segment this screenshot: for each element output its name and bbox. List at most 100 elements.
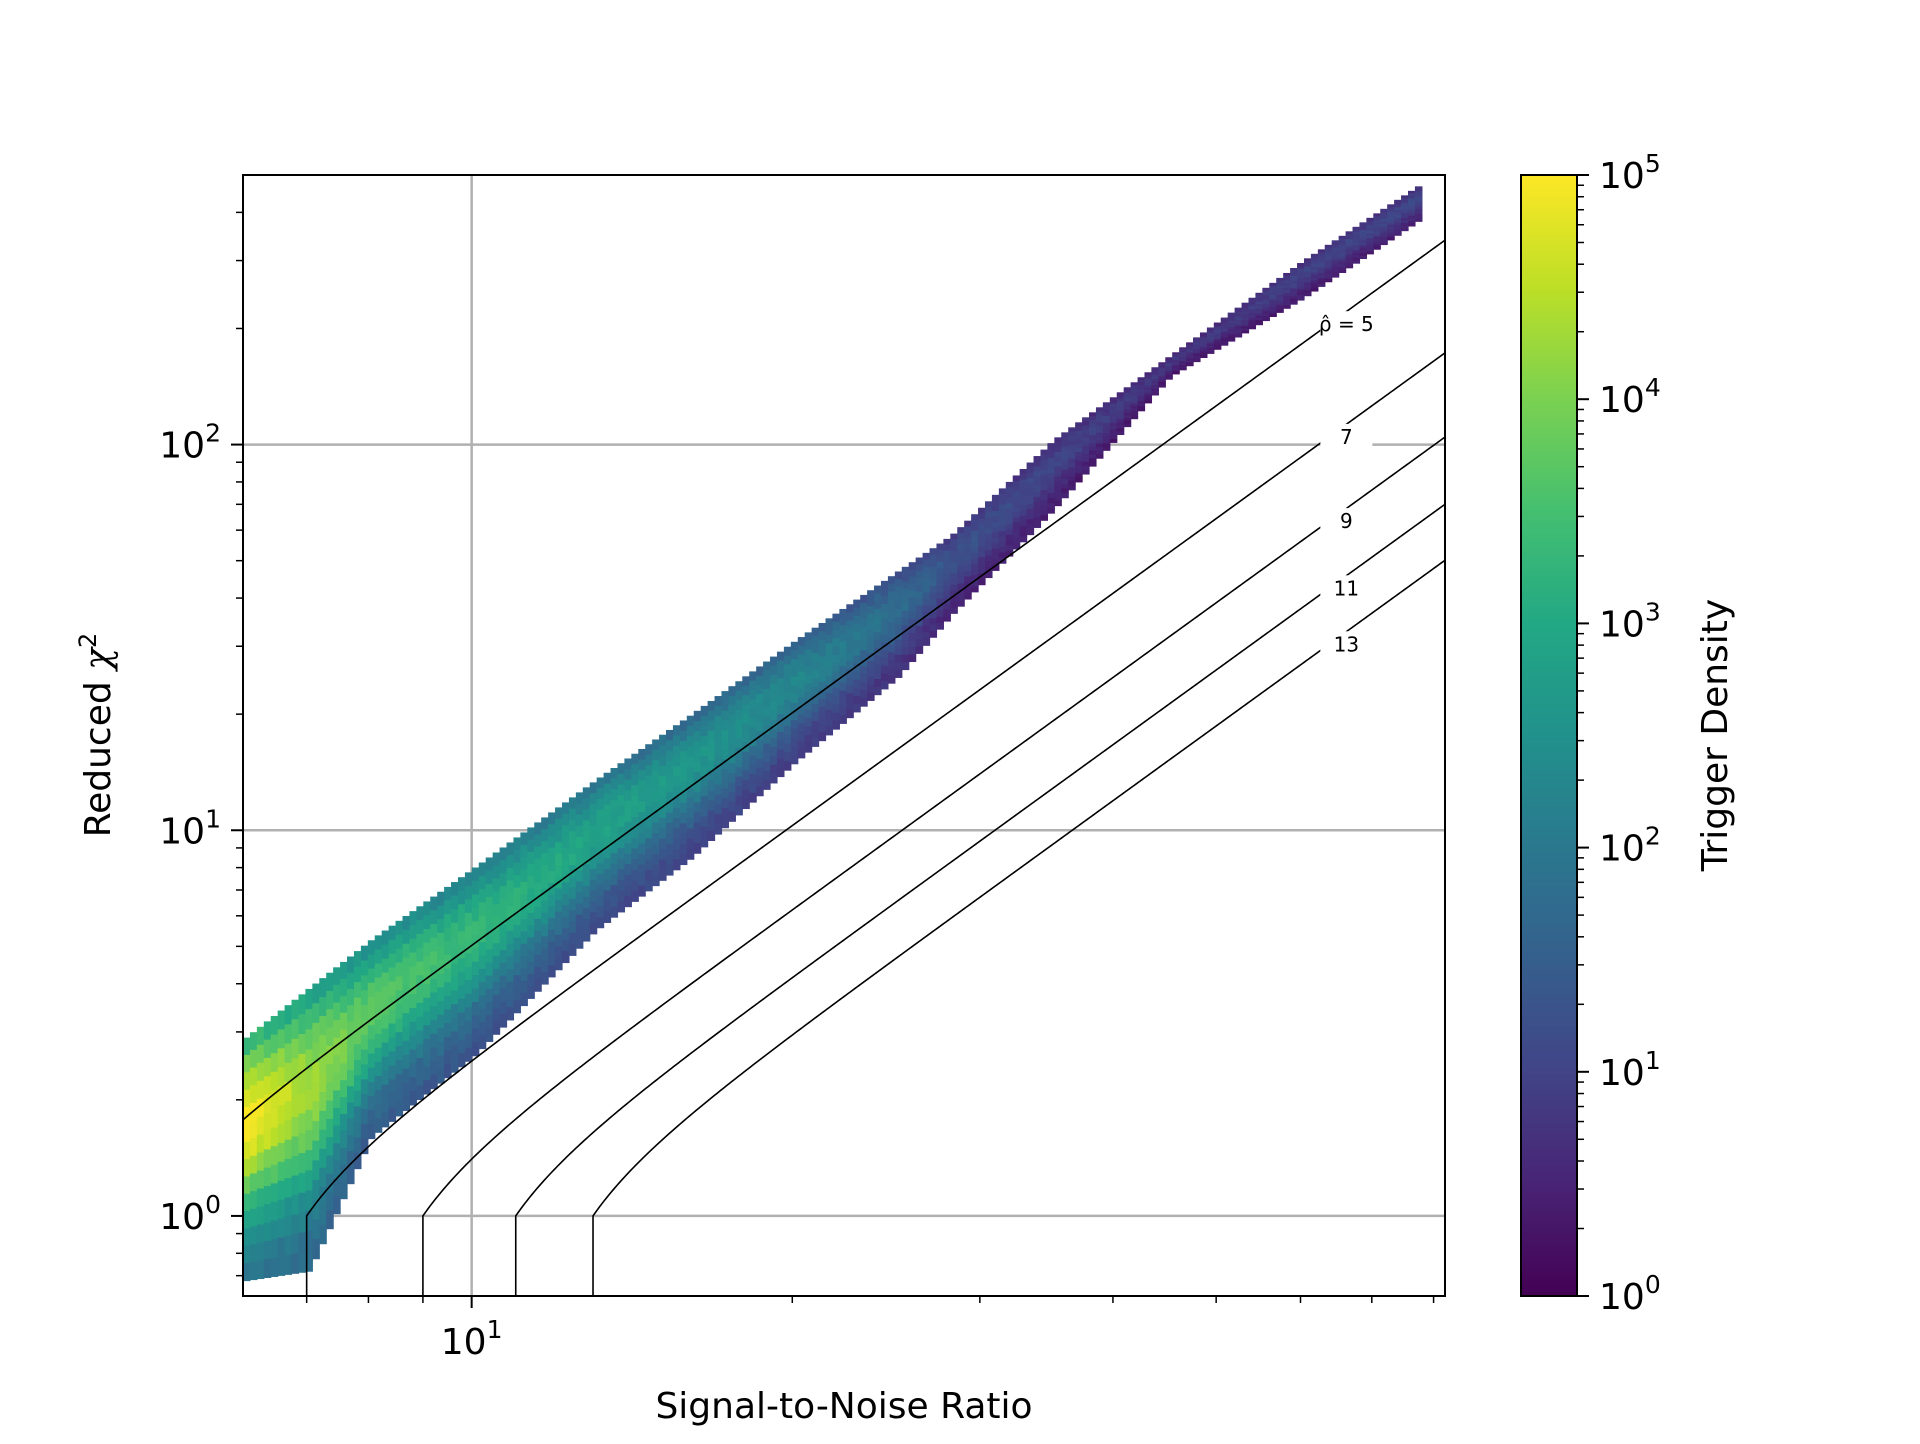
density-cell (1255, 310, 1263, 314)
density-cell (1248, 308, 1257, 312)
density-cell (728, 772, 736, 784)
density-cell (1165, 358, 1173, 361)
density-cell (645, 807, 653, 819)
density-cell (825, 626, 834, 636)
density-cell (340, 1012, 348, 1031)
density-cell (1068, 440, 1076, 446)
density-cell (478, 995, 487, 1010)
density-cell (804, 709, 813, 719)
density-cell (333, 1037, 341, 1056)
density-cell (305, 1029, 313, 1051)
density-cell (1165, 374, 1173, 377)
density-cell (1303, 271, 1312, 275)
density-cell (1054, 447, 1062, 453)
density-cell (1186, 358, 1194, 362)
density-cell (492, 1008, 501, 1022)
density-cell (804, 743, 813, 753)
density-cell (1373, 236, 1381, 240)
density-cell (1331, 250, 1340, 255)
density-cell (506, 981, 515, 996)
density-cell (1068, 462, 1076, 469)
density-cell (936, 555, 944, 563)
density-cell (1123, 418, 1132, 422)
density-cell (527, 937, 535, 951)
density-cell (776, 678, 785, 688)
density-cell (423, 928, 431, 944)
density-cell (742, 685, 750, 696)
density-cell (444, 1063, 452, 1079)
density-cell (991, 543, 1000, 550)
density-cell (451, 882, 459, 897)
density-cell (797, 654, 806, 664)
density-cell (291, 1058, 300, 1079)
density-cell (1082, 417, 1090, 422)
density-cell (374, 1033, 383, 1049)
density-cell (991, 554, 1000, 561)
density-cell (984, 523, 993, 530)
density-cell (617, 784, 625, 796)
density-cell (430, 992, 438, 1007)
density-cell (527, 961, 535, 975)
density-cell (1338, 235, 1347, 240)
density-cell (964, 565, 972, 572)
density-cell (1075, 430, 1083, 436)
density-cell (957, 538, 965, 545)
density-cell (1269, 287, 1277, 291)
density-cell (1158, 364, 1166, 367)
density-cell (867, 621, 875, 631)
density-cell (1102, 402, 1111, 407)
density-cell (880, 634, 889, 644)
density-cell (277, 1067, 286, 1087)
density-cell (1054, 461, 1062, 468)
density-cell (1040, 469, 1049, 476)
density-cell (666, 792, 674, 804)
density-cell (1172, 364, 1180, 367)
density-cell (984, 501, 993, 508)
density-cell (783, 699, 792, 710)
density-cell (561, 916, 570, 929)
density-cell (1012, 512, 1021, 518)
density-cell (1297, 276, 1305, 280)
density-cell (367, 1025, 376, 1040)
density-cell (1082, 429, 1090, 435)
density-cell (1255, 297, 1263, 301)
density-cell (478, 928, 487, 943)
density-cell (1394, 230, 1402, 234)
density-cell (908, 618, 917, 627)
density-cell (1345, 244, 1354, 248)
density-cell (929, 605, 938, 613)
density-cell (541, 900, 549, 914)
contour-label: 13 (1334, 632, 1359, 656)
density-cell (582, 831, 591, 843)
density-cell (1276, 304, 1284, 308)
density-cell (568, 932, 577, 945)
density-cell (243, 1263, 251, 1282)
density-cell (277, 1086, 286, 1106)
density-cell (1262, 304, 1270, 308)
density-cell (991, 532, 1000, 539)
density-cell (1345, 262, 1354, 266)
density-cell (534, 967, 542, 980)
density-cell (617, 858, 625, 870)
density-cell (1414, 213, 1423, 217)
density-cell (1310, 275, 1319, 279)
density-cell (936, 567, 944, 575)
density-cell (270, 1183, 279, 1203)
density-cell (1012, 522, 1021, 529)
density-cell (1317, 251, 1326, 256)
density-cell (1158, 371, 1166, 374)
density-cell (353, 1044, 362, 1061)
density-cell (575, 903, 584, 916)
density-cell (804, 692, 813, 702)
density-cell (367, 940, 376, 956)
density-cell (1054, 451, 1062, 458)
density-cell (506, 956, 515, 970)
density-cell (1290, 296, 1298, 300)
density-cell (950, 550, 958, 557)
density-cell (478, 915, 487, 930)
density-cell (555, 958, 563, 971)
density-cell (1213, 332, 1222, 335)
density-cell (1338, 267, 1347, 271)
density-cell (548, 906, 556, 919)
colorbar-tick-label: 105 (1599, 149, 1661, 197)
